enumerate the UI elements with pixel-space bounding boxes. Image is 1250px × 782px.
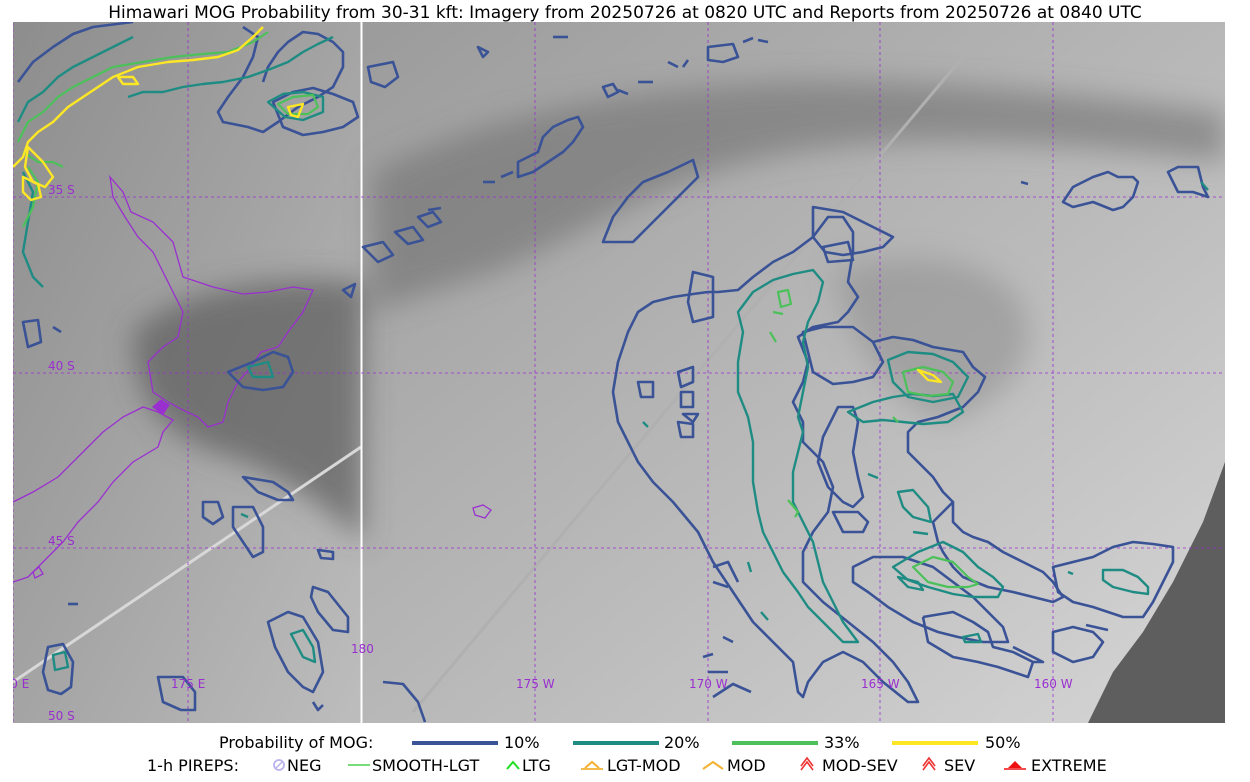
pirep-label-neg: NEG [287,756,322,775]
caret-bar-icon [581,760,603,770]
pireps-legend-title: 1-h PIREPS: [147,756,239,775]
satellite-map[interactable]: 35 S 40 S 45 S 50 S 170 E 175 E 180 175 … [13,22,1225,723]
caret-icon [506,760,520,770]
probability-legend-title: Probability of MOG: [219,733,374,752]
legend-label-50: 50% [985,733,1021,752]
pirep-label-sev: SEV [944,756,976,775]
pirep-label-ltg: LTG [522,756,551,775]
lat-lon-grid [13,22,1225,723]
double-caret-icon [922,756,936,771]
contour-33-percent [17,31,980,589]
lon-label-170w: 170 W [689,677,728,691]
lon-label-165w: 165 W [861,677,900,691]
legend-swatch-10 [412,741,498,745]
contour-50-percent [13,26,943,384]
pirep-label-extreme: EXTREME [1031,756,1107,775]
legend-label-20: 20% [664,733,700,752]
contour-20-percent [16,35,1209,672]
map-title: Himawari MOG Probability from 30-31 kft:… [108,3,1142,23]
double-caret-icon [800,756,814,771]
pireps-legend: 1-h PIREPS: NEG SMOOTH-LGT LTG LGT-MOD M… [0,756,1250,776]
lon-label-160w: 160 W [1034,677,1073,691]
lon-label-170e: 170 E [13,677,29,691]
map-panel[interactable]: 35 S 40 S 45 S 50 S 170 E 175 E 180 175 … [13,22,1225,723]
pirep-label-smooth-lgt: SMOOTH-LGT [372,756,480,775]
lat-label-45s: 45 S [48,534,75,548]
legend-label-10: 10% [504,733,540,752]
legend-swatch-33 [732,741,818,745]
grid-labels: 35 S 40 S 45 S 50 S 170 E 175 E 180 175 … [13,183,1073,723]
lat-label-35s: 35 S [48,183,75,197]
no-data-region [1088,462,1225,723]
lat-label-40s: 40 S [48,359,75,373]
coastline [13,174,492,583]
lat-label-50s: 50 S [48,709,75,723]
solid-caret-icon [1004,761,1026,770]
caret-icon [702,760,724,770]
lon-label-180: 180 [351,642,374,656]
probability-legend: Probability of MOG: 10% 20% 33% 50% [0,733,1250,753]
legend-swatch-50 [892,741,978,745]
pirep-label-mod-sev: MOD-SEV [822,756,898,775]
pirep-label-mod: MOD [727,756,766,775]
neg-circle-icon [273,759,285,771]
dark-band [133,81,1225,542]
lon-label-175w: 175 W [516,677,555,691]
legend-swatch-20 [573,741,659,745]
legend-label-33: 33% [824,733,860,752]
line-icon [348,764,370,766]
lon-label-175e: 175 E [171,677,205,691]
pirep-label-lgt-mod: LGT-MOD [607,756,681,775]
contour-10-percent [16,22,1210,723]
